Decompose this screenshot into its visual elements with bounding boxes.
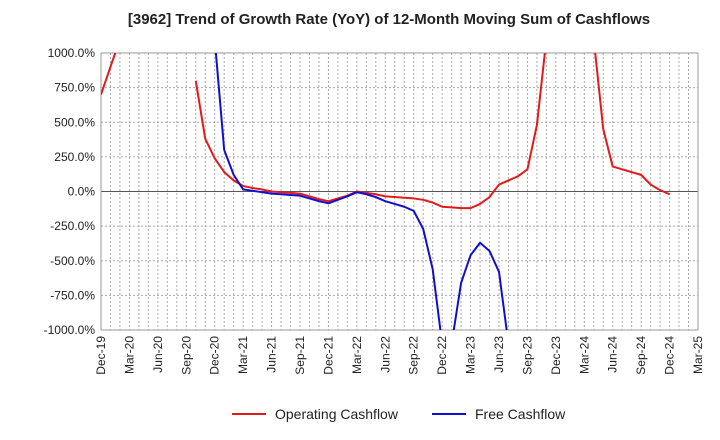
x-tick-label: Mar-24 [577,336,591,374]
x-tick-label: Sep-20 [179,336,193,375]
series [101,53,670,330]
series-line-free-cashflow [214,53,442,330]
legend: Operating Cashflow Free Cashflow [232,406,566,422]
series-line-free-cashflow [452,241,508,330]
y-tick-label: -500.0% [50,254,95,268]
x-tick-label: Jun-21 [265,336,279,373]
x-tick-label: Dec-20 [208,336,222,375]
y-tick-label: -1000.0% [44,323,96,337]
y-axis-ticks: 1000.0% 750.0% 500.0% 250.0% 0.0% -250.0% -500… [44,46,96,337]
x-tick-label: Mar-25 [691,336,705,374]
y-tick-label: 0.0% [68,185,96,199]
y-tick-label: -750.0% [50,288,95,302]
series-line-operating-cashflow [101,53,117,95]
legend-label-operating-cashflow: Operating Cashflow [275,406,399,422]
x-axis-ticks: Dec-19 Mar-20 Jun-20 Sep-20 Dec-20 Mar-21 Jun-… [94,336,705,375]
x-tick-label: Dec-22 [435,336,449,375]
x-tick-label: Dec-24 [663,336,677,375]
y-tick-label: 250.0% [54,150,95,164]
chart-title: [3962] Trend of Growth Rate (YoY) of 12-… [128,11,650,28]
x-tick-label: Mar-21 [236,336,250,374]
x-tick-label: Dec-19 [94,336,108,375]
x-tick-label: Sep-22 [407,336,421,375]
y-tick-label: 750.0% [54,81,95,95]
series-line-operating-cashflow [194,53,546,210]
grid [100,52,699,331]
x-tick-label: Mar-20 [122,336,136,374]
x-tick-label: Jun-24 [606,336,620,373]
x-tick-label: Sep-24 [634,336,648,375]
x-tick-label: Jun-22 [378,336,392,373]
y-tick-label: 1000.0% [48,46,96,60]
y-tick-label: -250.0% [50,219,95,233]
plot-area-frame [100,52,699,331]
x-tick-label: Sep-21 [293,336,307,375]
x-tick-label: Dec-23 [549,336,563,375]
series-line-operating-cashflow [594,53,670,196]
y-tick-label: 500.0% [54,115,95,129]
legend-label-free-cashflow: Free Cashflow [475,406,566,422]
x-tick-label: Jun-20 [151,336,165,373]
x-tick-label: Mar-22 [350,336,364,374]
x-tick-label: Dec-21 [321,336,335,375]
x-tick-label: Jun-23 [492,336,506,373]
x-tick-label: Mar-23 [464,336,478,374]
x-tick-label: Sep-23 [520,336,534,375]
